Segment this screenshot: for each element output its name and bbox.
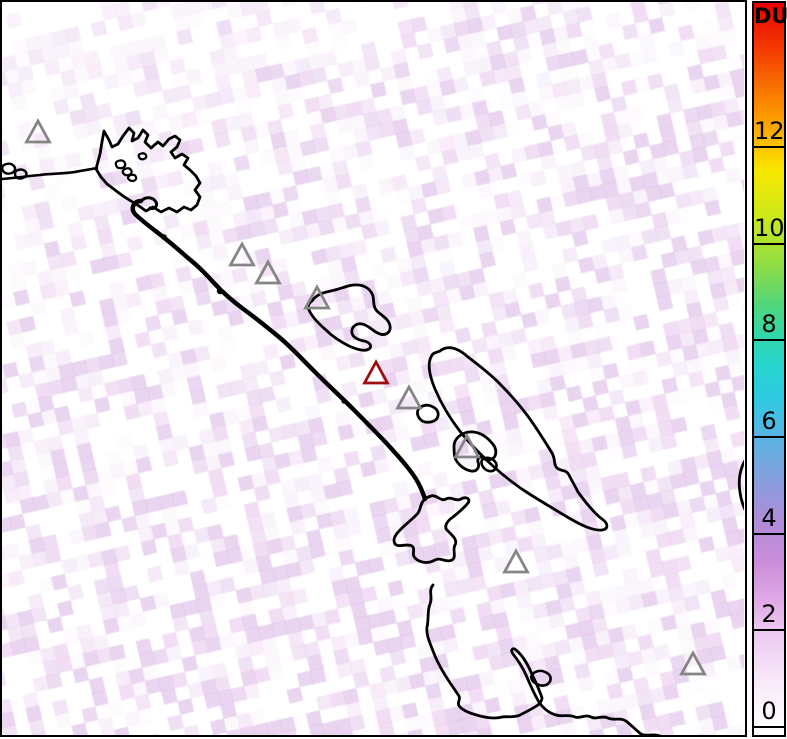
- coastline-layer: [2, 118, 744, 735]
- islet-west-1: [2, 162, 17, 175]
- coast-knot-2: [216, 287, 224, 295]
- colorbar-tick-label: 2: [761, 600, 777, 629]
- colorbar-tick-label: 12: [754, 117, 785, 146]
- islet-nh-3: [126, 173, 138, 183]
- colorbar-tick-line: [754, 146, 784, 149]
- volcano-marker-icon: [303, 284, 331, 310]
- colorbar: DU 0 2 4 6 8 10 12: [752, 1, 787, 737]
- coastline-right-edge-arc: [737, 459, 744, 511]
- coastline-square-islet: [416, 403, 440, 424]
- colorbar-tick-label: 4: [761, 503, 777, 532]
- coastline-new-ireland-hook: [139, 196, 158, 210]
- colorbar-tick-line: [754, 726, 784, 728]
- coastline-west-islet-line: [2, 166, 99, 181]
- coastline-new-ireland-tip: [392, 494, 471, 564]
- coastline-inner-lagoon-lobe: [480, 456, 498, 473]
- volcano-marker-icon: [502, 548, 530, 574]
- volcano-marker-active-icon: [362, 359, 390, 385]
- coastline-new-ireland: [130, 198, 428, 502]
- colorbar-tick-line: [754, 436, 784, 439]
- colorbar-tick-label: 0: [761, 697, 777, 725]
- volcano-marker-icon: [254, 259, 282, 285]
- colorbar-unit-label: DU: [754, 4, 787, 28]
- coastline-oval-island: [427, 346, 609, 532]
- islet-west-2: [13, 168, 28, 180]
- colorbar-tick-label: 10: [754, 213, 785, 242]
- colorbar-tick-label: 6: [761, 407, 777, 436]
- volcano-marker-icon: [228, 241, 256, 267]
- colorbar-tick-line: [754, 242, 784, 245]
- colorbar-tick-line: [754, 629, 784, 632]
- colorbar-tick-label: 8: [761, 310, 777, 339]
- colorbar-gradient: [754, 3, 784, 735]
- coast-knot-1: [161, 234, 167, 240]
- map-panel: [0, 0, 747, 737]
- coastline-new-britain: [425, 583, 662, 735]
- volcano-marker-layer: [24, 118, 707, 676]
- colorbar-tick-line: [754, 532, 784, 535]
- coastline-new-hanover: [94, 126, 202, 214]
- coastline-hook-island: [306, 283, 392, 352]
- colorbar-tick-line: [754, 339, 784, 342]
- volcano-marker-icon: [453, 433, 481, 459]
- volcano-marker-icon: [679, 650, 707, 676]
- coastline-caldera: [529, 669, 552, 687]
- volcano-marker-icon: [395, 384, 423, 410]
- islet-nh-1: [114, 159, 127, 170]
- islet-nh-4: [137, 152, 148, 161]
- volcano-marker-icon: [24, 118, 52, 144]
- coast-knot-3: [341, 398, 347, 404]
